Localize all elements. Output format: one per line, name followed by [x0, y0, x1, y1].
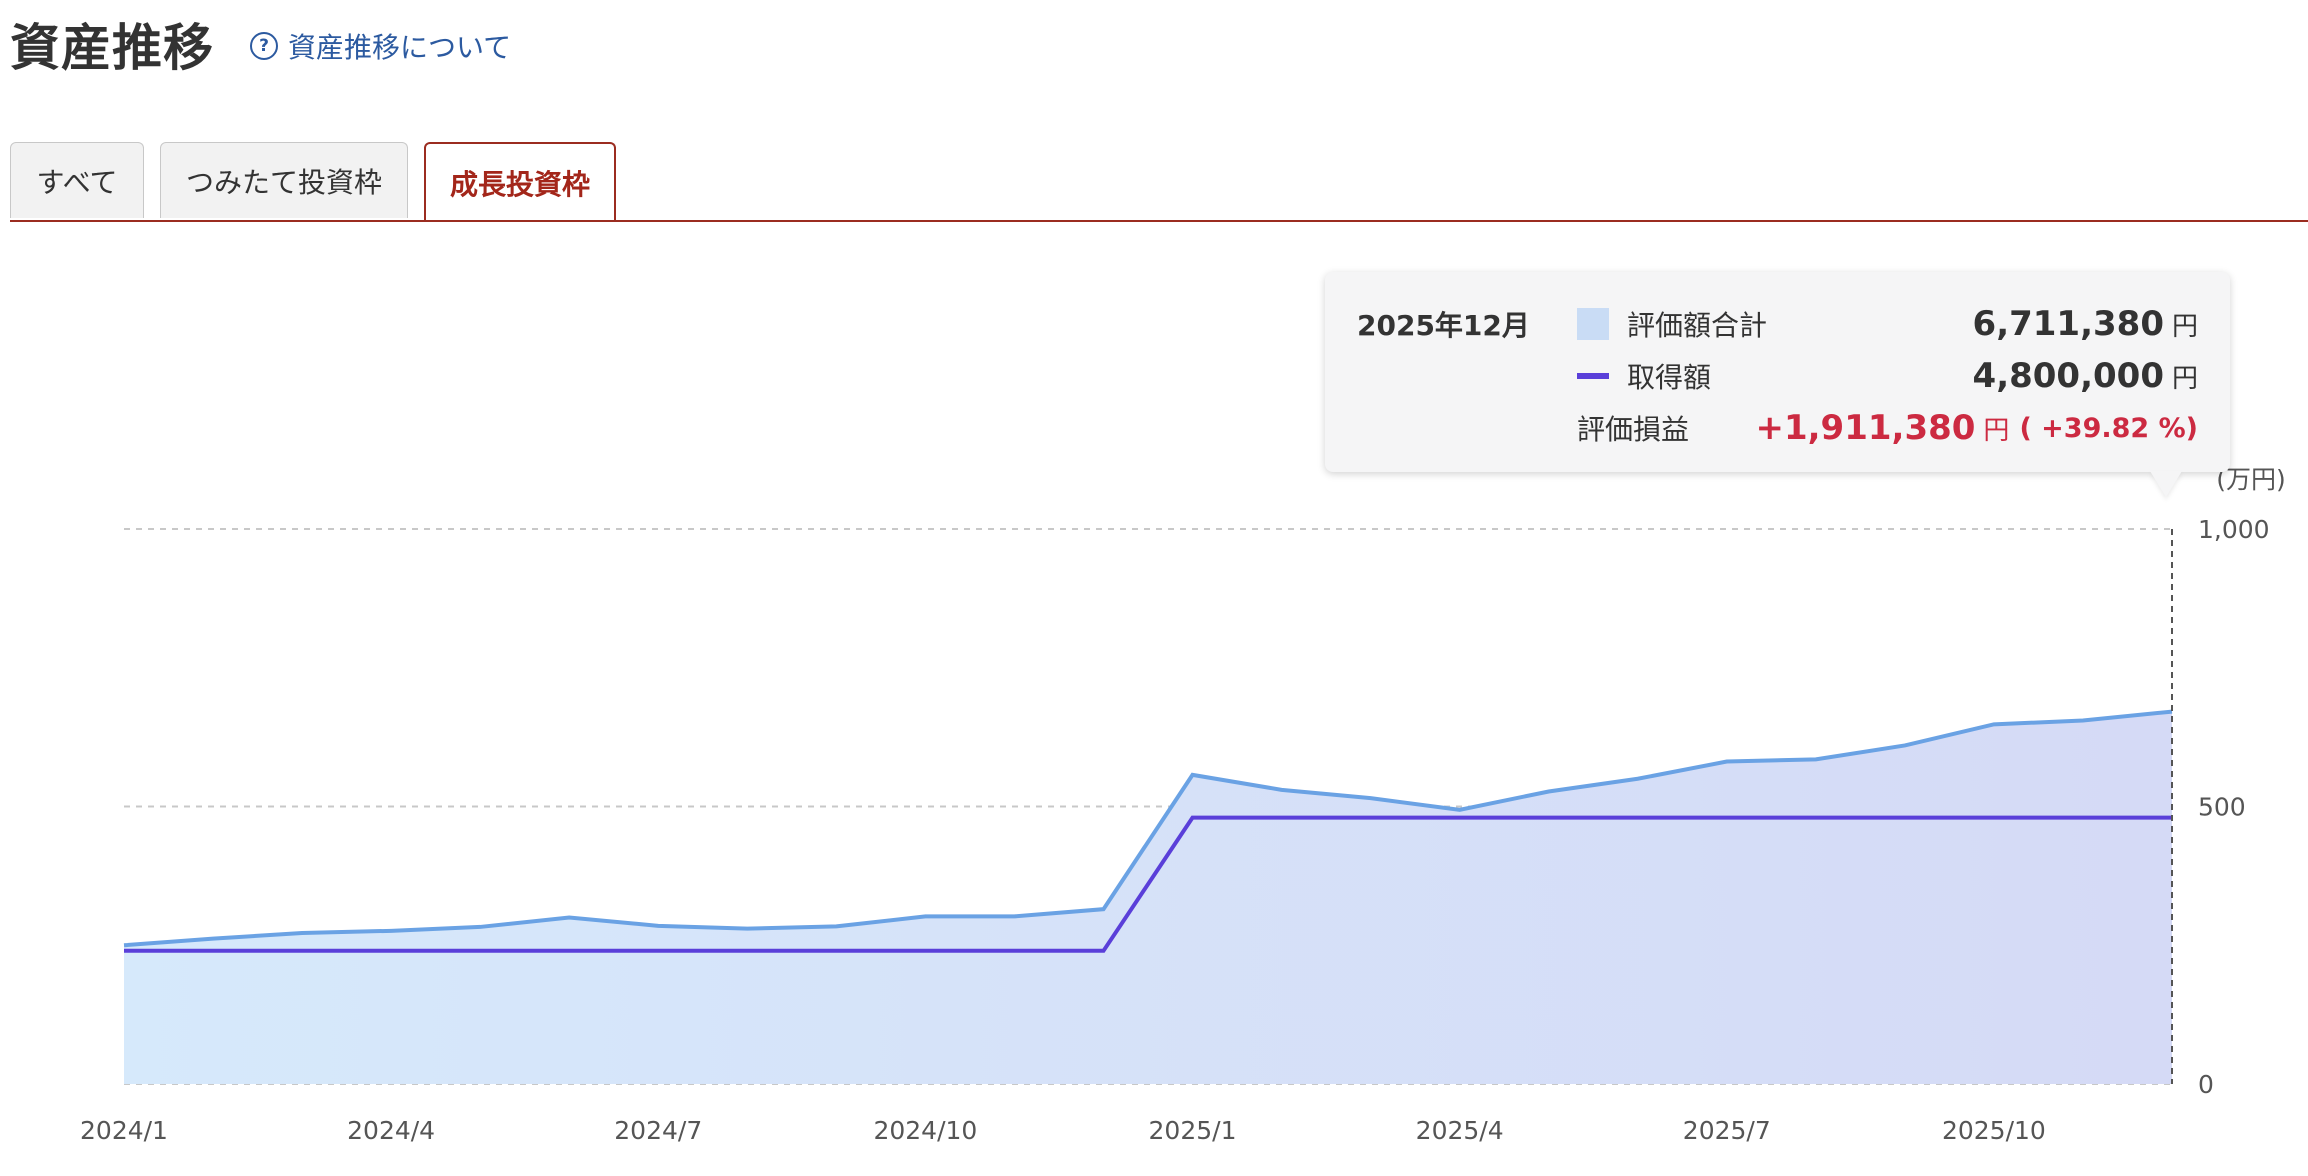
- y-axis-unit: (万円): [2216, 465, 2286, 494]
- tab-growth[interactable]: 成長投資枠: [424, 142, 616, 222]
- tab-underline: [10, 220, 2308, 222]
- x-tick-label: 2025/7: [1683, 1116, 1771, 1145]
- tooltip-gain-value: +1,911,380: [1755, 408, 1976, 448]
- y-tick-label: 500: [2198, 793, 2246, 822]
- tooltip: 2025年12月 評価額合計 6,711,380 円 取得額 4,800,000…: [1325, 272, 2230, 472]
- tooltip-gain-pct: ( +39.82 %): [2019, 412, 2198, 444]
- help-link[interactable]: ? 資産推移について: [250, 26, 511, 66]
- tooltip-cost-label: 取得額: [1627, 361, 1712, 394]
- tooltip-total-row: 評価額合計 6,711,380 円: [1577, 304, 2198, 344]
- x-axis: 2024/1 2024/4 2024/7 2024/10 2025/1 2025/4 202…: [80, 1116, 2046, 1145]
- page-title: 資産推移: [10, 19, 214, 77]
- area-swatch-icon: [1577, 308, 1609, 340]
- valuation-area: [124, 711, 2172, 1084]
- x-tick-label: 2024/7: [614, 1116, 702, 1145]
- tooltip-cost-value: 4,800,000: [1972, 356, 2164, 396]
- tab-tsumitate[interactable]: つみたて投資枠: [160, 142, 408, 218]
- cost-line: [124, 815, 2172, 953]
- tab-bar: すべて つみたて投資枠 成長投資枠: [10, 142, 2308, 222]
- help-link-label: 資産推移について: [288, 31, 512, 64]
- tooltip-total-label: 評価額合計: [1627, 309, 1768, 342]
- tooltip-cost-unit: 円: [2171, 363, 2198, 394]
- tooltip-gain-label: 評価損益: [1577, 413, 1690, 446]
- x-tick-label: 2025/10: [1942, 1116, 2046, 1145]
- x-tick-label: 2025/1: [1149, 1116, 1237, 1145]
- x-tick-label: 2024/4: [347, 1116, 435, 1145]
- line-swatch-icon: [1577, 373, 1609, 379]
- x-tick-label: 2024/1: [80, 1116, 168, 1145]
- y-tick-label: 1,000: [2198, 515, 2270, 544]
- x-tick-label: 2024/10: [873, 1116, 977, 1145]
- tooltip-total-value: 6,711,380: [1972, 304, 2164, 344]
- x-tick-label: 2025/4: [1416, 1116, 1504, 1145]
- tooltip-date: 2025年12月: [1357, 309, 1530, 342]
- y-tick-label: 0: [2198, 1070, 2214, 1099]
- y-axis: 0 500 1,000: [2198, 515, 2270, 1099]
- tooltip-cost-row: 取得額 4,800,000 円: [1577, 356, 2198, 396]
- tooltip-gain-row: 評価損益 +1,911,380 円 ( +39.82 %): [1577, 408, 2198, 448]
- valuation-line: [123, 709, 2173, 948]
- question-circle-icon: ?: [250, 32, 278, 60]
- tooltip-total-unit: 円: [2171, 311, 2198, 342]
- tab-all[interactable]: すべて: [10, 142, 144, 218]
- tooltip-gain-unit: 円: [1983, 415, 2010, 446]
- tooltip-arrow: [2150, 471, 2182, 497]
